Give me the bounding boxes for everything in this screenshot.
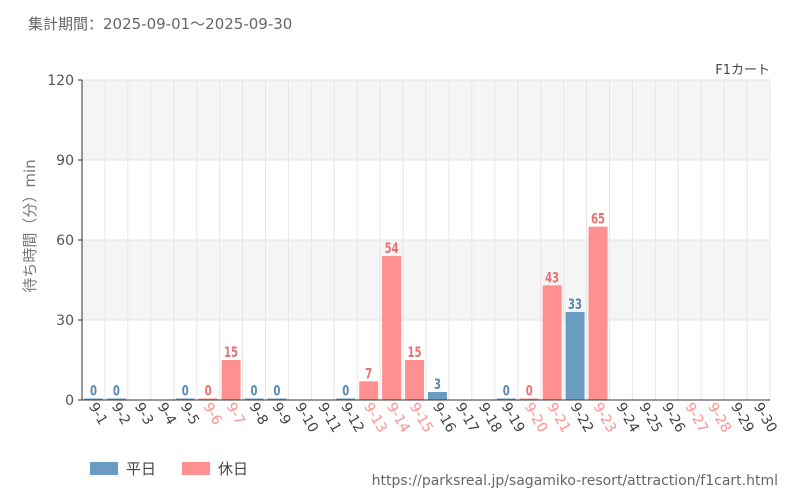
x-tick-label-9-12: 9-12	[337, 400, 367, 436]
y-tick-label: 90	[56, 153, 74, 169]
y-tick-label: 120	[47, 73, 74, 89]
legend-item-holiday: 休日	[182, 458, 248, 479]
legend-swatch-weekday	[90, 462, 118, 475]
x-tick-label-9-4: 9-4	[154, 400, 179, 428]
x-tick-label-9-19: 9-19	[498, 400, 528, 436]
legend-item-weekday: 平日	[90, 458, 156, 479]
x-tick-label-9-27: 9-27	[681, 400, 711, 436]
data-label-9-16: 3	[434, 376, 441, 392]
x-tick-label-9-14: 9-14	[383, 400, 413, 436]
data-label-9-15: 15	[408, 344, 422, 360]
x-tick-label-9-26: 9-26	[658, 400, 688, 436]
bar-9-1	[83, 398, 103, 400]
x-tick-label-9-2: 9-2	[108, 400, 133, 428]
data-label-9-6: 0	[205, 383, 212, 399]
attraction-label: F1カート	[715, 63, 770, 78]
legend-label-weekday: 平日	[126, 460, 157, 478]
data-label-9-1: 0	[90, 383, 97, 399]
x-tick-label-9-28: 9-28	[704, 400, 734, 436]
bar-9-20	[519, 398, 539, 400]
x-tick-label-9-16: 9-16	[429, 400, 459, 436]
x-tick-label-9-1: 9-1	[85, 400, 110, 428]
data-label-9-20: 0	[526, 383, 533, 399]
x-tick-label-9-30: 9-30	[750, 400, 780, 436]
x-tick-label-9-7: 9-7	[223, 400, 248, 428]
y-axis-label: 待ち時間（分）min	[21, 159, 39, 292]
bar-9-23	[588, 226, 608, 400]
bar-9-2	[106, 398, 126, 400]
x-tick-label-9-15: 9-15	[406, 400, 436, 436]
x-tick-label-9-10: 9-10	[291, 400, 321, 436]
legend: 平日 休日	[90, 458, 248, 479]
y-tick-label: 0	[65, 393, 74, 409]
x-tick-label-9-6: 9-6	[200, 400, 225, 428]
bars	[83, 226, 608, 400]
source-url[interactable]: https://parksreal.jp/sagamiko-resort/att…	[371, 473, 778, 489]
x-tick-label-9-25: 9-25	[635, 400, 665, 436]
bar-9-6	[198, 398, 218, 400]
bar-9-7	[221, 360, 241, 400]
data-label-9-9: 0	[273, 383, 280, 399]
x-tick-labels: 9-19-29-39-49-59-69-79-89-99-109-119-129…	[85, 400, 780, 436]
y-tick-label: 30	[56, 313, 74, 329]
x-tick-label-9-11: 9-11	[314, 400, 344, 436]
x-tick-label-9-5: 9-5	[177, 400, 202, 428]
period-label: 集計期間：2025-09-01～2025-09-30	[28, 15, 293, 33]
bar-9-19	[496, 398, 516, 400]
bar-9-15	[405, 360, 425, 400]
x-tick-label-9-17: 9-17	[452, 400, 482, 436]
bar-9-21	[542, 285, 562, 400]
x-tick-label-9-29: 9-29	[727, 400, 757, 436]
x-tick-label-9-21: 9-21	[544, 400, 574, 436]
x-tick-label-9-20: 9-20	[521, 400, 551, 436]
bar-9-12	[336, 398, 356, 400]
data-label-9-23: 65	[591, 211, 605, 227]
x-tick-label-9-3: 9-3	[131, 400, 156, 428]
data-label-9-8: 0	[250, 383, 257, 399]
bar-9-8	[244, 398, 264, 400]
data-label-9-19: 0	[503, 383, 510, 399]
x-tick-label-9-23: 9-23	[590, 400, 620, 436]
data-label-9-21: 43	[545, 270, 559, 286]
x-tick-label-9-9: 9-9	[268, 400, 293, 428]
bar-9-9	[267, 398, 287, 400]
legend-label-holiday: 休日	[218, 460, 249, 478]
legend-swatch-holiday	[182, 462, 211, 475]
bar-9-14	[382, 256, 402, 400]
x-tick-label-9-22: 9-22	[567, 400, 597, 436]
bar-9-5	[175, 398, 195, 400]
data-label-9-5: 0	[182, 383, 189, 399]
y-tick-label: 60	[56, 233, 74, 249]
x-tick-label-9-18: 9-18	[475, 400, 505, 436]
x-tick-label-9-13: 9-13	[360, 400, 390, 436]
bar-9-13	[359, 381, 379, 400]
data-label-9-13: 7	[365, 366, 372, 382]
grid-lines	[81, 79, 771, 400]
data-label-9-2: 0	[113, 383, 120, 399]
data-label-9-14: 54	[385, 240, 399, 256]
bar-9-22	[565, 312, 585, 400]
data-label-9-22: 33	[568, 296, 582, 312]
y-tick-labels: 0 30 60 90 120	[47, 73, 82, 409]
data-label-9-7: 15	[224, 344, 238, 360]
x-tick-label-9-24: 9-24	[612, 400, 642, 436]
data-label-9-12: 0	[342, 383, 349, 399]
bar-9-16	[427, 392, 447, 400]
x-tick-label-9-8: 9-8	[246, 400, 271, 428]
